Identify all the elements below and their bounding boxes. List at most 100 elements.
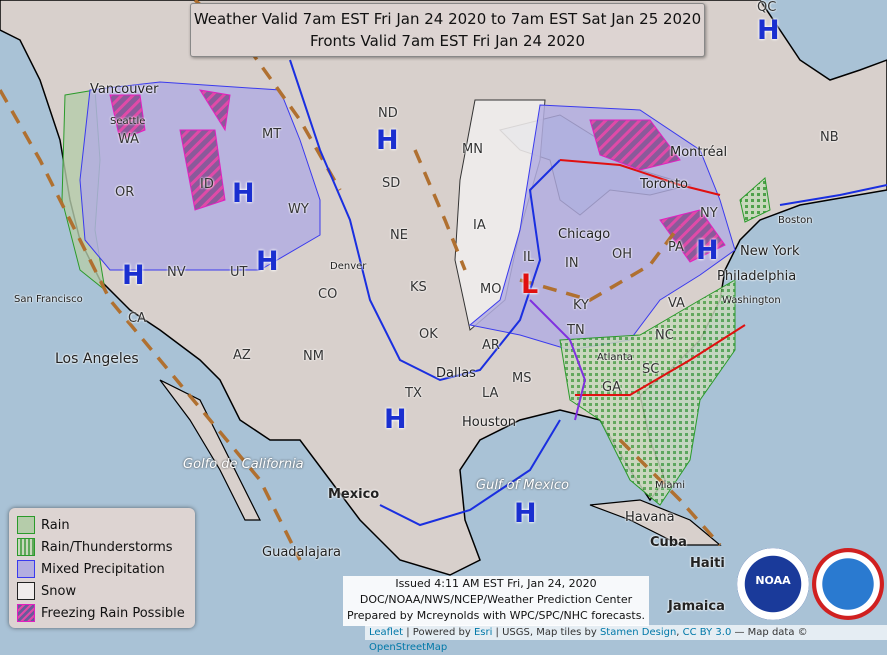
state-label-oh: OH [612, 247, 633, 262]
cc-by-link[interactable]: CC BY 3.0 [682, 627, 732, 638]
state-label-il: IL [523, 250, 535, 265]
noaa-logo[interactable]: NOAA [737, 548, 809, 620]
nws-logo[interactable] [812, 548, 884, 620]
state-label-wy: WY [288, 202, 309, 217]
city-label-havana: Havana [625, 510, 675, 525]
legend-label: Mixed Precipitation [41, 561, 165, 577]
state-label-ms: MS [512, 371, 532, 386]
map-attribution: Leaflet | Powered by Esri | USGS, Map ti… [365, 625, 887, 653]
state-label-ia: IA [473, 218, 486, 233]
city-label-san-francisco: San Francisco [14, 294, 83, 305]
state-label-mn: MN [462, 142, 483, 157]
trough-lines [0, 0, 722, 561]
country-label-cuba: Cuba [650, 535, 687, 550]
stamen-link[interactable]: Stamen Design [599, 627, 677, 638]
issued-time: Issued 4:11 AM EST Fri, Jan 24, 2020 [395, 577, 597, 590]
country-label-jamaica: Jamaica [668, 599, 725, 614]
snow-swatch [17, 582, 35, 600]
mixed-precip-east [468, 104, 736, 351]
legend-item-snow: Snow [17, 580, 195, 602]
state-label-wa: WA [118, 132, 140, 147]
city-label-toronto: Toronto [640, 177, 688, 192]
city-label-houston: Houston [462, 415, 517, 430]
state-label-id: ID [200, 177, 214, 192]
state-label-ky: KY [573, 298, 590, 313]
city-label-dallas: Dallas [436, 366, 476, 381]
freezing-rain-swatch [17, 604, 35, 622]
high-pressure-center: H [696, 235, 719, 266]
state-label-nd: ND [378, 106, 398, 121]
valid-time-title: Weather Valid 7am EST Fri Jan 24 2020 to… [193, 10, 702, 28]
freezing-rain-ne [589, 119, 681, 171]
high-pressure-center: H [256, 246, 279, 277]
high-pressure-center: H [384, 404, 407, 435]
state-label-mo: MO [480, 282, 502, 297]
city-label-vancouver: Vancouver [90, 82, 159, 97]
state-label-pa: PA [668, 240, 684, 255]
high-pressure-center: H [757, 15, 780, 46]
state-label-ga: GA [602, 380, 621, 395]
freezing-rain-appalachia [659, 209, 726, 263]
high-pressure-center: H [514, 498, 537, 529]
trough-occluded [529, 299, 587, 421]
high-pressure-center: H [376, 125, 399, 156]
thunderstorm-swatch [17, 538, 35, 556]
city-label-boston: Boston [778, 215, 813, 226]
esri-link[interactable]: Esri [473, 627, 493, 638]
warm-front [559, 159, 721, 196]
city-label-los-angeles: Los Angeles [55, 351, 139, 367]
legend-item-rain: Rain [17, 514, 195, 536]
city-label-new-york: New York [740, 244, 800, 259]
city-label-miami: Miami [655, 480, 686, 491]
water-label-gulf-of-mexico: Gulf of Mexico [476, 478, 569, 493]
city-label-philadelphia: Philadelphia [717, 269, 797, 284]
state-label-in: IN [565, 256, 579, 271]
attr-text: | USGS, Map tiles by [492, 627, 600, 638]
cold-front-atlantic [779, 184, 887, 206]
state-label-ar: AR [482, 338, 500, 353]
baja-california [159, 379, 261, 521]
state-label-ny: NY [700, 206, 718, 221]
province-label-nb: NB [820, 130, 839, 145]
legend-label: Rain/Thunderstorms [41, 539, 173, 555]
noaa-logo-text: NOAA [755, 574, 791, 587]
state-label-la: LA [482, 386, 499, 401]
legend-label: Rain [41, 517, 70, 533]
city-label-washington: Washington [722, 295, 781, 306]
state-label-or: OR [115, 185, 135, 200]
legend-item-freezing-rain: Freezing Rain Possible [17, 602, 195, 624]
openstreetmap-link[interactable]: OpenStreetMap [369, 642, 448, 653]
attr-text: — Map data © [731, 627, 808, 638]
fronts-valid-title: Fronts Valid 7am EST Fri Jan 24 2020 [309, 32, 586, 50]
attr-text: | Powered by [403, 627, 474, 638]
low-pressure-center: L [521, 269, 539, 300]
cold-front-plains [289, 59, 561, 382]
issued-info-box: Issued 4:11 AM EST Fri, Jan 24, 2020 DOC… [343, 576, 649, 626]
state-label-tn: TN [567, 323, 585, 338]
stationary-front-se [575, 324, 746, 396]
legend-item-mixed-precipitation: Mixed Precipitation [17, 558, 195, 580]
country-label-mexico: Mexico [328, 487, 380, 502]
city-label-seattle: Seattle [110, 116, 146, 127]
state-label-va: VA [668, 296, 685, 311]
state-label-ne: NE [390, 228, 408, 243]
state-label-ca: CA [128, 311, 146, 326]
city-label-montreal: Montréal [670, 145, 728, 160]
state-label-nm: NM [303, 349, 324, 364]
rain-area-new-england [739, 177, 771, 223]
state-label-co: CO [318, 287, 338, 302]
weather-map[interactable] [0, 0, 887, 640]
high-pressure-center: H [122, 260, 145, 291]
city-label-guadalajara: Guadalajara [262, 545, 341, 560]
issuing-office: DOC/NOAA/NWS/NCEP/Weather Prediction Cen… [359, 593, 633, 606]
legend-label: Snow [41, 583, 77, 599]
state-label-sc: SC [642, 362, 660, 377]
state-label-tx: TX [405, 386, 422, 401]
leaflet-link[interactable]: Leaflet [369, 627, 404, 638]
prepared-by: Prepared by Mcreynolds with WPC/SPC/NHC … [347, 609, 645, 622]
state-label-ok: OK [419, 327, 438, 342]
mixed-precip-swatch [17, 560, 35, 578]
legend-item-rain-thunderstorms: Rain/Thunderstorms [17, 536, 195, 558]
state-label-mt: MT [262, 127, 282, 142]
thunderstorm-area-southeast [559, 279, 736, 506]
